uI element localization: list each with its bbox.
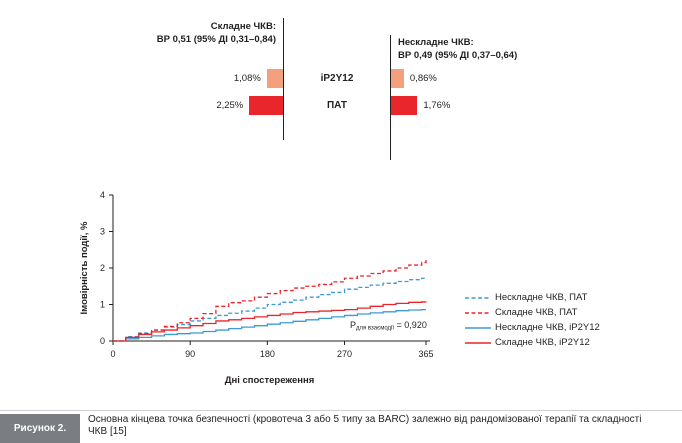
y-tick-label: 2	[100, 263, 105, 273]
right-bar-0	[391, 69, 404, 88]
left-bar-axis	[283, 18, 284, 140]
left-group-name: Складне ЧКВ:	[210, 21, 276, 32]
series-line-0	[113, 277, 427, 342]
right-bar-value: 0,86%	[409, 73, 437, 84]
left-group-hr: ВР 0,51 (95% ДІ 0,31–0,84)	[156, 34, 276, 45]
p-symbol: P	[350, 320, 356, 330]
legend-swatch	[465, 297, 491, 299]
y-tick-label: 1	[100, 300, 105, 310]
left-group-title: Складне ЧКВ: ВР 0,51 (95% ДІ 0,31–0,84)	[157, 20, 276, 46]
series-line-2	[113, 308, 426, 342]
x-tick-label: 90	[185, 349, 195, 359]
legend-swatch	[465, 342, 491, 344]
km-chart: 0 1 2 3 4 0 90 180 270 365 Дні спостереження Імовір…	[79, 190, 434, 386]
right-group-hr: ВР 0,49 (95% ДІ 0,37–0,64)	[398, 50, 518, 61]
p-interaction-label: Pдля взаємодії = 0,920	[350, 320, 427, 332]
legend-label: Нескладне ЧКВ, iP2Y12	[495, 322, 600, 333]
row-label: iP2Y12	[320, 73, 354, 84]
y-tick-label: 4	[100, 190, 105, 200]
x-tick-label: 0	[110, 349, 115, 359]
x-axis-title: Дні спостереження	[225, 375, 315, 386]
y-tick-label: 0	[100, 336, 105, 346]
right-bar-1	[391, 96, 418, 115]
left-bar-value: 1,08%	[233, 73, 261, 84]
right-bar-axis	[390, 35, 391, 160]
x-tick-label: 180	[260, 349, 275, 359]
y-axis-title: Імовірність події, %	[79, 221, 90, 314]
y-tick-label: 3	[100, 227, 105, 237]
caption-divider	[0, 410, 682, 411]
left-bar-1	[249, 96, 283, 115]
left-bar-0	[266, 69, 283, 88]
x-tick-label: 365	[418, 349, 433, 359]
legend-swatch	[465, 312, 491, 314]
series-line-3	[113, 301, 427, 342]
x-tick-label: 270	[337, 349, 352, 359]
p-subscript: для взаємодії	[356, 326, 394, 332]
right-bar-value: 1,76%	[423, 100, 451, 111]
row-label: ПАТ	[326, 100, 348, 111]
legend-label: Складне ЧКВ, ПАТ	[495, 307, 578, 318]
right-group-name: Нескладне ЧКВ:	[398, 37, 474, 48]
legend-label: Складне ЧКВ, iP2Y12	[495, 337, 590, 348]
figure-caption: Основна кінцева точка безпечності (крово…	[88, 414, 642, 437]
figure-label: Рисунок 2.	[0, 414, 80, 443]
left-bar-value: 2,25%	[216, 100, 244, 111]
legend-swatch	[465, 327, 491, 329]
legend-label: Нескладне ЧКВ, ПАТ	[495, 292, 588, 303]
p-value: = 0,920	[394, 320, 427, 330]
series-line-1	[113, 258, 427, 342]
right-group-title: Нескладне ЧКВ: ВР 0,49 (95% ДІ 0,37–0,64…	[398, 36, 517, 62]
